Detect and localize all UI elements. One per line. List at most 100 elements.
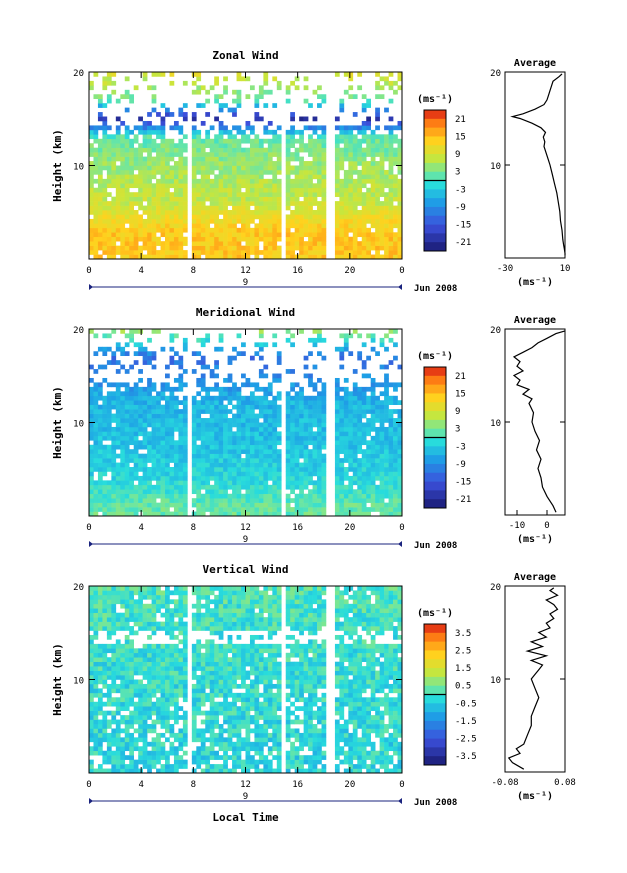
heatmap-cell <box>124 498 130 503</box>
heatmap-cell <box>160 511 166 517</box>
heatmap-cell <box>138 746 143 752</box>
heatmap-cell <box>361 360 367 365</box>
heatmap-cell <box>120 679 126 685</box>
heatmap-cell <box>299 507 304 512</box>
heatmap-cell <box>254 187 260 193</box>
heatmap-cell <box>196 337 202 343</box>
heatmap-cell <box>375 413 380 419</box>
heatmap-cell <box>370 236 376 242</box>
heatmap-cell <box>384 386 389 392</box>
heatmap-cell <box>89 395 94 401</box>
heatmap-cell <box>223 187 228 193</box>
heatmap-cell <box>290 192 295 197</box>
heatmap-cell <box>133 404 139 410</box>
heatmap-cell <box>89 612 94 618</box>
heatmap-cell <box>214 161 219 166</box>
heatmap-cell <box>129 94 135 100</box>
heatmap-cell <box>263 210 269 215</box>
heatmap-cell <box>254 196 260 202</box>
heatmap-cell <box>138 426 143 432</box>
heatmap-cell <box>196 732 202 738</box>
heatmap-cell <box>241 422 246 428</box>
heatmap-cell <box>115 395 121 401</box>
heatmap-cell <box>173 719 179 725</box>
heatmap-cell <box>142 169 148 175</box>
heatmap-cell <box>147 192 152 197</box>
heatmap-cell <box>276 507 282 512</box>
heatmap-cell <box>272 174 278 180</box>
heatmap-cell <box>142 400 148 405</box>
heatmap-cell <box>370 409 376 414</box>
heatmap-cell <box>272 147 278 153</box>
heatmap-cell <box>218 227 224 233</box>
heatmap-cell <box>106 710 112 716</box>
heatmap-cell <box>89 418 94 423</box>
heatmap-cell <box>254 386 260 392</box>
heatmap-cell <box>393 422 398 428</box>
heatmap-cell <box>209 431 215 437</box>
heatmap-cell <box>285 409 291 414</box>
heatmap-cell <box>397 475 403 481</box>
heatmap-cell <box>272 214 278 220</box>
heatmap-cell <box>173 710 179 716</box>
heatmap-cell <box>209 418 215 423</box>
heatmap-cell <box>120 590 126 596</box>
heatmap-cell <box>142 355 148 361</box>
heatmap-cell <box>227 129 233 135</box>
heatmap-cell <box>290 165 295 171</box>
heatmap-cell <box>209 440 215 446</box>
heatmap-cell <box>205 232 211 238</box>
heatmap-cell <box>290 507 295 512</box>
heatmap-cell <box>334 187 340 193</box>
heatmap-cell <box>352 511 358 517</box>
heatmap-cell <box>102 214 108 220</box>
heatmap-cell <box>263 183 269 189</box>
heatmap-cell <box>205 174 211 180</box>
heatmap-cell <box>263 178 269 184</box>
heatmap-cell <box>227 422 233 428</box>
heatmap-cell <box>223 467 228 472</box>
heatmap-cell <box>138 205 143 211</box>
heatmap-cell <box>357 386 363 392</box>
heatmap-cell <box>205 89 211 95</box>
heatmap-cell <box>308 178 313 184</box>
heatmap-cell <box>138 586 143 591</box>
heatmap-cell <box>115 245 121 251</box>
heatmap-cell <box>89 241 94 246</box>
heatmap-cell <box>312 498 318 503</box>
heatmap-cell <box>352 183 358 189</box>
heatmap-cell <box>290 395 295 401</box>
heatmap-cell <box>97 409 103 414</box>
heatmap-cell <box>200 85 206 91</box>
heatmap-cell <box>218 183 224 189</box>
heatmap-cell <box>120 675 126 680</box>
heatmap-cell <box>299 386 304 392</box>
heatmap-cell <box>308 440 313 446</box>
heatmap-cell <box>214 467 219 472</box>
heatmap-cell <box>111 728 117 734</box>
heatmap-cell <box>151 612 157 618</box>
heatmap-cell <box>339 449 345 454</box>
heatmap-cell <box>366 250 371 255</box>
heatmap-cell <box>303 471 309 477</box>
heatmap-cell <box>214 156 219 162</box>
average-x-tick-label: 10 <box>560 264 571 274</box>
heatmap-cell <box>321 152 327 157</box>
heatmap-cell <box>93 643 99 649</box>
heatmap-cell <box>165 692 170 698</box>
heatmap-cell <box>97 621 103 627</box>
heatmap-cell <box>115 236 121 242</box>
heatmap-cell <box>393 453 398 459</box>
heatmap-cell <box>182 404 188 410</box>
heatmap-cell <box>142 489 148 495</box>
heatmap-cell <box>102 612 108 618</box>
heatmap-cell <box>142 701 148 707</box>
heatmap-cell <box>182 413 188 419</box>
heatmap-cell <box>366 333 371 339</box>
heatmap-cell <box>133 214 139 220</box>
heatmap-cell <box>89 413 94 419</box>
heatmap-cell <box>178 661 184 667</box>
heatmap-cell <box>308 404 313 410</box>
heatmap-cell <box>263 201 269 206</box>
